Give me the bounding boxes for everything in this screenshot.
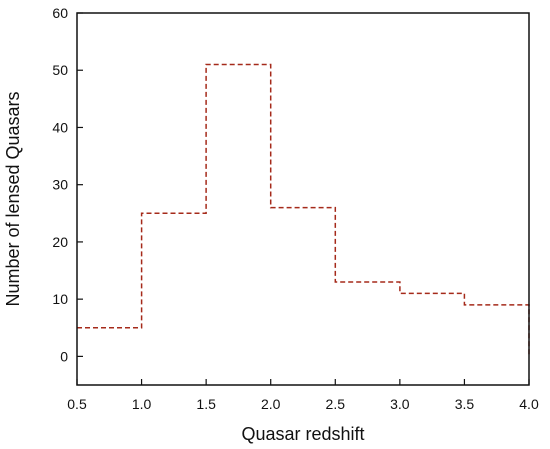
x-tick-label: 4.0 (519, 396, 539, 412)
plot-frame (76, 12, 530, 386)
y-tick-label: 50 (52, 62, 68, 78)
y-tick-label: 40 (52, 119, 68, 135)
y-tick-label: 0 (60, 348, 68, 364)
x-axis-title: Quasar redshift (241, 424, 364, 444)
x-tick-label: 1.0 (132, 396, 152, 412)
x-tick-label: 3.0 (390, 396, 410, 412)
y-axis-title: Number of lensed Quasars (3, 91, 23, 306)
histogram-step-line (77, 63, 530, 357)
x-tick-label: 1.5 (196, 396, 216, 412)
x-tick-label: 0.5 (67, 396, 87, 412)
x-tick-label: 2.0 (261, 396, 281, 412)
x-tick-label: 3.5 (455, 396, 475, 412)
y-tick-label: 20 (52, 234, 68, 250)
y-tick-label: 30 (52, 177, 68, 193)
x-tick-label: 2.5 (326, 396, 346, 412)
y-tick-label: 60 (52, 5, 68, 21)
y-tick-label: 10 (52, 291, 68, 307)
plot-area (77, 13, 529, 385)
